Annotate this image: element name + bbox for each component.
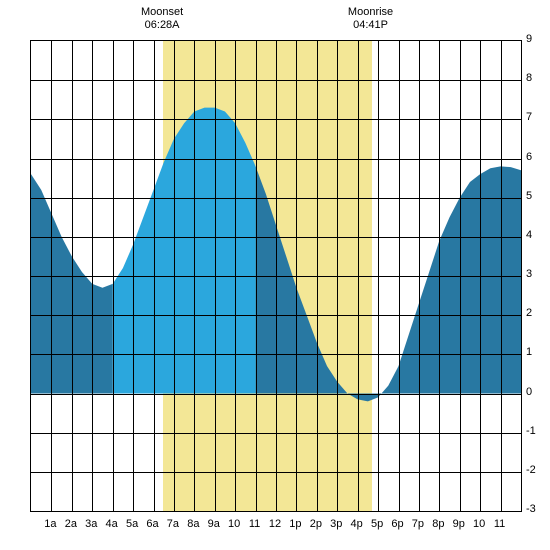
grid-line-h [31, 276, 521, 277]
tide-chart: Moonset 06:28A Moonrise 04:41P -3-2-1012… [0, 0, 550, 550]
grid-line-h [31, 159, 521, 160]
y-tick-label: 1 [526, 346, 546, 358]
moonset-time: 06:28A [145, 19, 180, 31]
y-tick-label: 3 [526, 268, 546, 280]
grid-line-h [31, 315, 521, 316]
grid-line-h [31, 472, 521, 473]
x-tick-label: 1a [44, 518, 56, 530]
x-tick-label: 2a [65, 518, 77, 530]
plot-area [30, 40, 522, 512]
x-tick-label: 4p [351, 518, 363, 530]
moonrise-title: Moonrise [348, 6, 393, 18]
x-tick-label: 3a [85, 518, 97, 530]
x-tick-label: 2p [310, 518, 322, 530]
x-tick-label: 6p [391, 518, 403, 530]
x-tick-label: 11 [494, 518, 505, 530]
x-tick-label: 10 [228, 518, 240, 530]
x-tick-label: 7p [412, 518, 424, 530]
y-tick-label: 9 [526, 33, 546, 45]
x-tick-label: 5a [126, 518, 138, 530]
y-tick-label: -1 [526, 425, 546, 437]
y-tick-label: -2 [526, 464, 546, 476]
y-tick-label: 4 [526, 229, 546, 241]
grid-line-h [31, 354, 521, 355]
x-tick-label: 8a [187, 518, 199, 530]
moonset-title: Moonset [141, 6, 183, 18]
x-tick-label: 3p [330, 518, 342, 530]
grid-line-h [31, 237, 521, 238]
x-tick-label: 10 [473, 518, 485, 530]
moonrise-label: Moonrise 04:41P [348, 6, 393, 32]
x-tick-label: 9a [208, 518, 220, 530]
grid-line-h [31, 394, 521, 395]
y-tick-label: 0 [526, 386, 546, 398]
moonset-label: Moonset 06:28A [141, 6, 183, 32]
tide-segment [113, 108, 256, 394]
y-tick-label: 8 [526, 72, 546, 84]
tide-segment [256, 166, 521, 401]
moonrise-time: 04:41P [353, 19, 388, 31]
x-tick-label: 12 [269, 518, 281, 530]
x-tick-label: 9p [453, 518, 465, 530]
y-tick-label: -3 [526, 503, 546, 515]
x-tick-label: 4a [106, 518, 118, 530]
grid-line-h [31, 198, 521, 199]
x-tick-label: 7a [167, 518, 179, 530]
y-tick-label: 6 [526, 151, 546, 163]
x-tick-label: 8p [432, 518, 444, 530]
y-tick-label: 5 [526, 190, 546, 202]
x-tick-label: 5p [371, 518, 383, 530]
grid-line-h [31, 80, 521, 81]
grid-line-h [31, 433, 521, 434]
y-tick-label: 7 [526, 111, 546, 123]
grid-line-h [31, 119, 521, 120]
x-tick-label: 1p [289, 518, 301, 530]
y-tick-label: 2 [526, 307, 546, 319]
x-tick-label: 6a [146, 518, 158, 530]
x-tick-label: 11 [249, 518, 260, 530]
